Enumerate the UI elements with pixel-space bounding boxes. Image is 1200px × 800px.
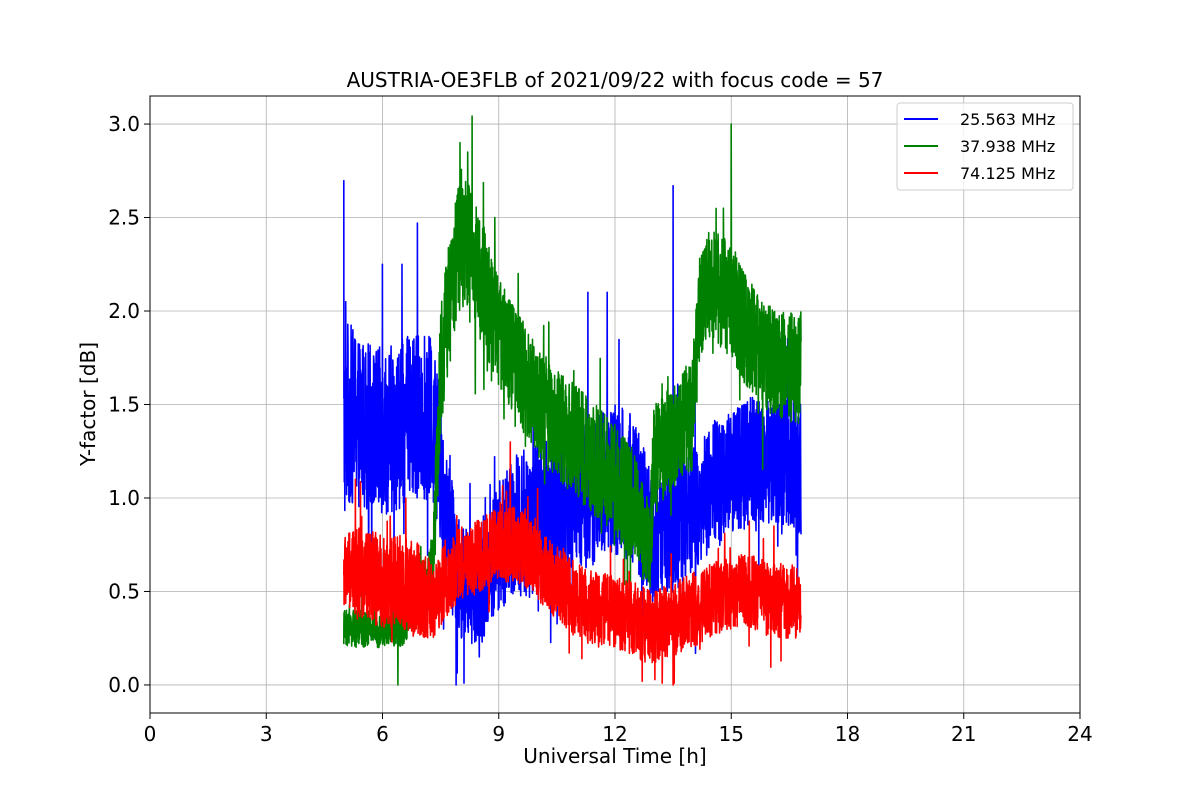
- x-tick-label: 24: [1067, 722, 1092, 746]
- x-tick-label: 3: [260, 722, 273, 746]
- legend-entry-1: 37.938 MHz: [960, 137, 1055, 156]
- plot-area: [343, 115, 802, 686]
- legend: 25.563 MHz 37.938 MHz 74.125 MHz: [896, 102, 1074, 191]
- y-tick-label: 2.5: [108, 206, 140, 230]
- x-axis-label: Universal Time [h]: [523, 744, 706, 768]
- y-tick-label: 3.0: [108, 112, 140, 136]
- y-tick-label: 1.0: [108, 486, 140, 510]
- y-axis: 0.0 0.5 1.0 1.5 2.0 2.5 3.0: [108, 112, 150, 697]
- series-layer: [343, 115, 802, 686]
- chart-title: AUSTRIA-OE3FLB of 2021/09/22 with focus …: [347, 68, 884, 92]
- x-tick-label: 15: [719, 722, 744, 746]
- legend-entry-2: 74.125 MHz: [960, 164, 1055, 183]
- y-tick-label: 0.5: [108, 579, 140, 603]
- y-axis-label: Y-factor [dB]: [76, 342, 100, 467]
- x-tick-label: 6: [376, 722, 389, 746]
- x-tick-label: 18: [835, 722, 860, 746]
- x-tick-label: 9: [492, 722, 505, 746]
- legend-box: [896, 102, 1074, 191]
- x-tick-label: 0: [144, 722, 157, 746]
- x-axis: 0 3 6 9 12 15 18 21 24: [144, 713, 1093, 746]
- y-tick-label: 1.5: [108, 393, 140, 417]
- y-tick-label: 0.0: [108, 673, 140, 697]
- x-tick-label: 12: [602, 722, 627, 746]
- series-line-2: [343, 441, 802, 686]
- y-tick-label: 2.0: [108, 299, 140, 323]
- x-tick-label: 21: [951, 722, 976, 746]
- legend-entry-0: 25.563 MHz: [960, 110, 1055, 129]
